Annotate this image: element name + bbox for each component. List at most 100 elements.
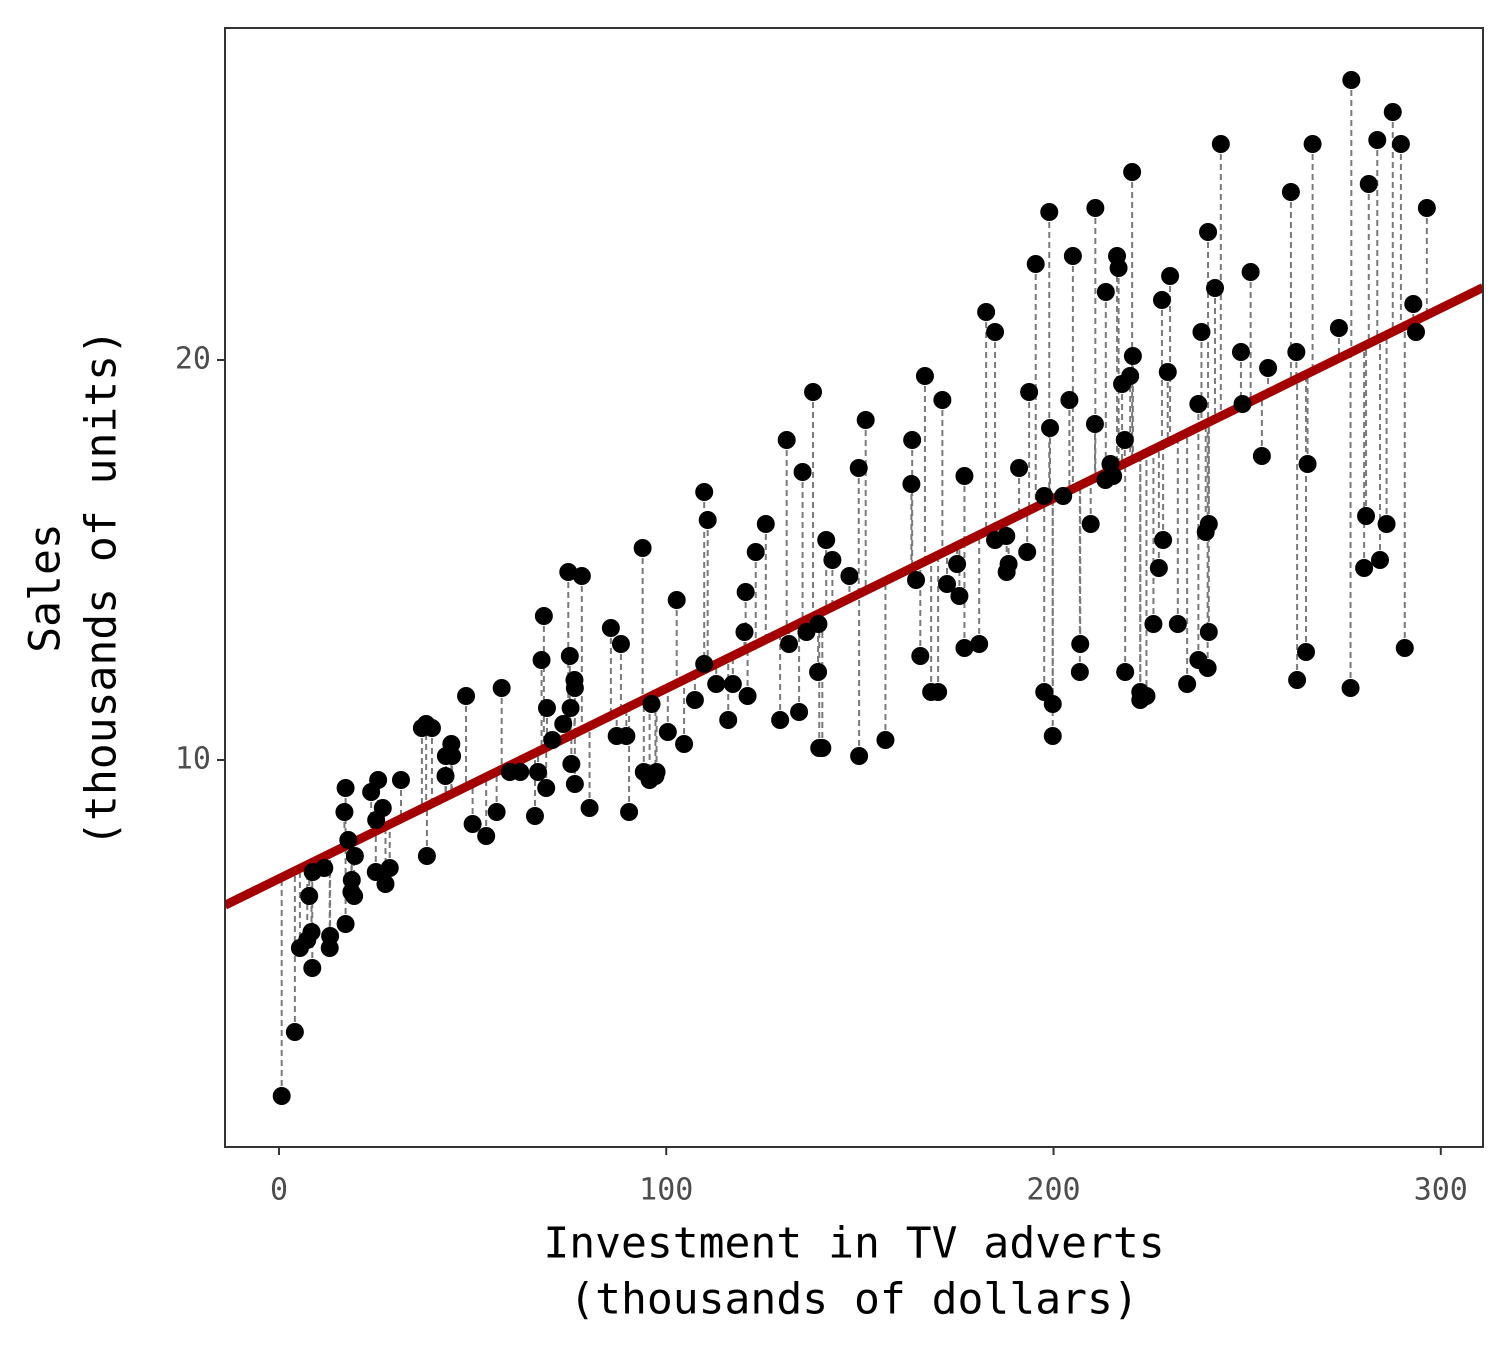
point	[500, 763, 519, 781]
point	[1303, 135, 1322, 153]
point	[1355, 559, 1374, 577]
point	[1259, 359, 1278, 377]
point	[738, 687, 757, 705]
point	[777, 431, 796, 449]
point	[1189, 395, 1208, 413]
point	[376, 875, 395, 893]
point	[977, 303, 996, 321]
point	[487, 803, 506, 821]
point	[950, 587, 969, 605]
point	[735, 623, 754, 641]
point	[1104, 467, 1123, 485]
x-tick-label: 0	[270, 1173, 288, 1208]
point	[320, 939, 339, 957]
point	[532, 651, 551, 669]
point	[560, 647, 579, 665]
point	[790, 703, 809, 721]
point	[1357, 507, 1376, 525]
point	[580, 799, 599, 817]
point	[345, 847, 364, 865]
point	[537, 779, 556, 797]
regression-line	[225, 283, 1483, 910]
point	[607, 727, 626, 745]
point	[443, 747, 462, 765]
point	[342, 883, 361, 901]
point	[565, 775, 584, 793]
point	[1417, 199, 1436, 217]
point	[903, 431, 922, 449]
point	[1395, 639, 1414, 657]
point	[1391, 135, 1410, 153]
point	[477, 827, 496, 845]
y-tick-label: 20	[175, 342, 211, 377]
point	[1404, 295, 1423, 313]
point	[1054, 487, 1073, 505]
point	[1407, 323, 1426, 341]
y-tick-label: 10	[175, 742, 211, 777]
point	[907, 571, 926, 589]
point	[1368, 131, 1387, 149]
y-axis-title: Sales	[21, 523, 71, 652]
point	[1199, 623, 1218, 641]
point	[1231, 343, 1250, 361]
point	[695, 483, 714, 501]
point	[303, 959, 322, 977]
point	[1109, 259, 1128, 277]
point	[793, 463, 812, 481]
point	[1298, 455, 1317, 473]
point	[675, 735, 694, 753]
point	[997, 527, 1016, 545]
point	[391, 771, 410, 789]
point	[1281, 183, 1300, 201]
point	[1020, 383, 1039, 401]
point	[559, 563, 578, 581]
point	[1196, 523, 1215, 541]
point	[601, 619, 620, 637]
point	[1241, 263, 1260, 281]
point	[695, 655, 714, 673]
point	[1341, 679, 1360, 697]
point	[876, 731, 895, 749]
point	[380, 859, 399, 877]
point	[1252, 447, 1271, 465]
point	[339, 831, 358, 849]
point	[611, 635, 630, 653]
point	[302, 923, 321, 941]
point	[1158, 363, 1177, 381]
point	[336, 779, 355, 797]
point	[1115, 431, 1134, 449]
point	[658, 723, 677, 741]
point	[723, 675, 742, 693]
point	[1144, 615, 1163, 633]
point	[1123, 347, 1142, 365]
x-axis-title: Investment in TV adverts	[543, 1219, 1164, 1269]
point	[1359, 175, 1378, 193]
point	[1116, 663, 1135, 681]
point	[970, 635, 989, 653]
point	[1161, 267, 1180, 285]
point	[1192, 323, 1211, 341]
point	[1152, 291, 1171, 309]
point	[633, 539, 652, 557]
point	[1233, 395, 1252, 413]
point	[685, 691, 704, 709]
point	[1086, 199, 1105, 217]
point	[1070, 663, 1089, 681]
point	[1178, 675, 1197, 693]
point	[911, 647, 930, 665]
point	[534, 607, 553, 625]
point	[707, 675, 726, 693]
point	[780, 635, 799, 653]
point	[1018, 543, 1037, 561]
point	[285, 1023, 304, 1041]
point	[999, 555, 1018, 573]
point	[290, 939, 309, 957]
panel-border	[224, 27, 1484, 1148]
point	[736, 583, 755, 601]
point	[929, 683, 948, 701]
point	[537, 699, 556, 717]
point	[634, 763, 653, 781]
point	[849, 459, 868, 477]
point	[933, 391, 952, 409]
